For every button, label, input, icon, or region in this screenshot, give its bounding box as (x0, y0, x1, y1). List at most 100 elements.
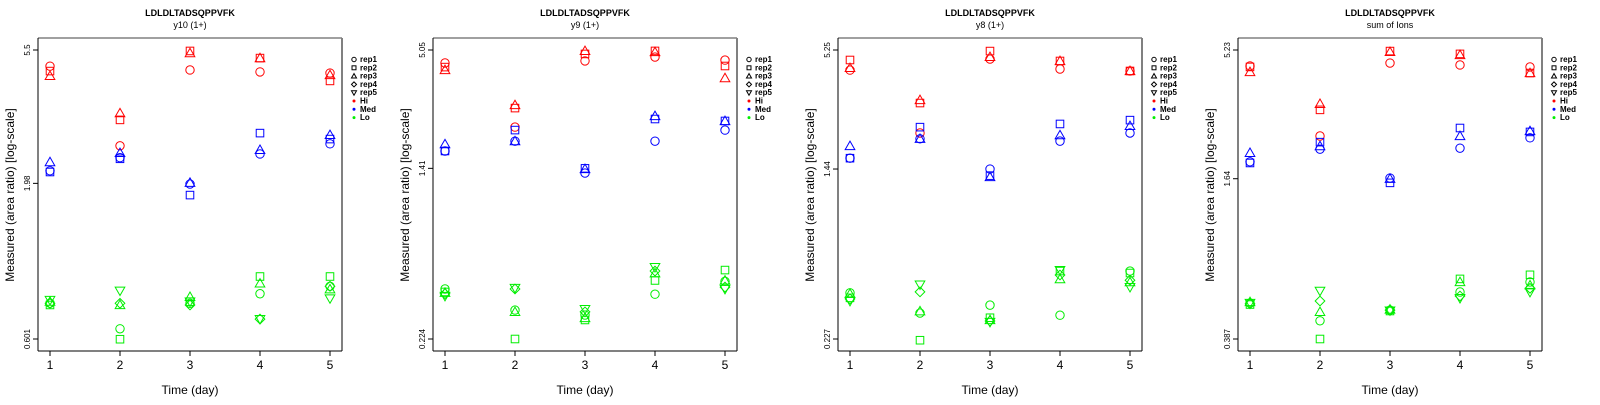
data-point-lo-rep3-day5 (719, 274, 731, 285)
legend-label-med: Med (1160, 105, 1176, 114)
legend-symbol-rep2 (1551, 65, 1557, 71)
data-point-lo-rep1-day4 (1455, 287, 1465, 297)
legend-symbol-lo (1152, 116, 1156, 120)
chart-title: LDLDLTADSQPPVFK (145, 8, 235, 18)
data-point-lo-rep2-day3 (985, 313, 995, 323)
data-point-hi-rep2-day3 (185, 46, 195, 56)
y-tick-label: 5.05 (418, 42, 427, 58)
data-point-hi-rep3-day4 (649, 46, 661, 57)
legend-label-rep1: rep1 (755, 55, 772, 64)
x-tick-label: 2 (117, 358, 124, 372)
legend-symbol-rep4 (350, 81, 358, 88)
legend-symbol-rep5 (745, 90, 753, 97)
x-tick-label: 2 (512, 358, 519, 372)
data-point-med-rep2-day1 (1245, 158, 1255, 168)
legend-label-rep3: rep3 (360, 72, 377, 81)
legend-label-med: Med (755, 105, 771, 114)
data-point-lo-rep1-day2 (115, 324, 125, 334)
data-point-lo-rep3-day4 (254, 277, 266, 288)
data-point-lo-rep5-day4 (1054, 265, 1066, 276)
data-point-hi-rep1-day4 (1055, 64, 1065, 74)
data-point-lo-rep2-day2 (1315, 334, 1325, 344)
x-tick-label: 1 (47, 358, 54, 372)
data-point-lo-rep3-day3 (579, 312, 591, 323)
data-point-med-rep3-day5 (719, 115, 731, 126)
data-point-med-rep3-day5 (324, 129, 336, 140)
data-point-lo-rep4-day3 (579, 306, 591, 318)
legend-label-rep5: rep5 (755, 88, 772, 97)
data-point-hi-rep3-day1 (1244, 66, 1256, 77)
x-tick-label: 3 (1387, 358, 1394, 372)
data-point-hi-rep2-day3 (580, 49, 590, 59)
data-point-med-rep3-day1 (44, 156, 56, 167)
chart-subtitle: sum of Ions (1367, 20, 1414, 30)
data-point-hi-rep1-day2 (1315, 131, 1325, 141)
data-point-hi-rep1-day1 (845, 65, 855, 75)
legend-symbol-rep3 (350, 72, 358, 79)
x-tick-label: 3 (582, 358, 589, 372)
data-point-med-rep3-day1 (844, 140, 856, 151)
data-point-lo-rep5-day2 (509, 283, 521, 294)
data-point-hi-rep1-day3 (185, 65, 195, 75)
legend-symbol-rep3 (745, 72, 753, 79)
chart-subtitle: y9 (1+) (571, 20, 599, 30)
data-point-lo-rep3-day5 (1124, 276, 1136, 287)
legend-label-rep3: rep3 (755, 72, 772, 81)
legend-symbol-rep4 (1150, 81, 1158, 88)
data-point-lo-rep5-day4 (649, 263, 661, 273)
data-point-med-rep2-day4 (1055, 119, 1065, 129)
data-point-lo-rep5-day3 (579, 305, 591, 315)
data-point-med-rep1-day4 (650, 136, 660, 146)
x-tick-label: 1 (1247, 358, 1254, 372)
data-point-hi-rep1-day5 (1525, 62, 1535, 72)
legend-symbol-rep3 (1550, 72, 1558, 79)
data-point-lo-rep1-day3 (985, 300, 995, 310)
legend-label-rep5: rep5 (1160, 88, 1177, 97)
data-point-med-rep2-day3 (185, 190, 195, 200)
data-point-hi-rep1-day3 (985, 54, 995, 64)
data-point-lo-rep1-day2 (915, 308, 925, 318)
data-point-lo-rep5-day1 (844, 296, 856, 307)
data-point-lo-rep1-day2 (510, 305, 520, 315)
data-point-lo-rep1-day3 (580, 310, 590, 320)
data-point-lo-rep4-day2 (914, 286, 926, 298)
data-point-med-rep2-day2 (915, 122, 925, 132)
y-tick-label: 1.98 (23, 175, 32, 191)
y-tick-label: 1.44 (823, 161, 832, 177)
legend-symbol-rep5 (350, 90, 358, 97)
data-point-med-rep3-day2 (114, 147, 126, 158)
y-axis-label: Measured (area ratio) [log-scale] (1203, 108, 1217, 281)
data-point-med-rep1-day5 (1525, 133, 1535, 143)
data-point-med-rep3-day1 (1244, 147, 1256, 157)
data-point-hi-rep3-day5 (1124, 65, 1136, 76)
data-point-hi-rep3-day4 (1454, 49, 1466, 60)
y-tick-label: 0.387 (1223, 328, 1232, 349)
legend-label-rep4: rep4 (1560, 80, 1577, 89)
x-tick-label: 5 (1527, 358, 1534, 372)
data-point-lo-rep5-day3 (1384, 306, 1396, 317)
data-point-hi-rep3-day4 (254, 52, 266, 63)
data-point-lo-rep4-day5 (1524, 282, 1536, 294)
data-point-med-rep1-day5 (325, 139, 335, 149)
data-point-lo-rep5-day1 (439, 291, 451, 302)
data-point-hi-rep3-day2 (914, 94, 926, 105)
data-point-med-rep2-day4 (650, 114, 660, 124)
data-point-lo-rep5-day5 (324, 294, 336, 305)
data-point-lo-rep4-day2 (114, 297, 126, 309)
data-point-lo-rep5-day4 (1454, 294, 1466, 305)
data-point-hi-rep2-day5 (720, 61, 730, 71)
legend-label-rep1: rep1 (1160, 55, 1177, 64)
legend-symbol-lo (1552, 116, 1556, 120)
data-point-hi-rep1-day2 (115, 141, 125, 151)
data-point-med-rep2-day1 (845, 153, 855, 163)
legend-label-rep2: rep2 (1560, 63, 1577, 72)
y-axis-label: Measured (area ratio) [log-scale] (398, 108, 412, 281)
legend-symbol-rep4 (745, 81, 753, 88)
y-tick-label: 1.41 (418, 160, 427, 176)
data-point-lo-rep2-day2 (915, 335, 925, 345)
data-point-hi-rep3-day3 (184, 47, 196, 58)
legend-symbol-rep2 (351, 65, 357, 71)
data-point-hi-rep1-day2 (915, 128, 925, 138)
y-tick-label: 0.224 (418, 328, 427, 349)
x-tick-label: 2 (1317, 358, 1324, 372)
